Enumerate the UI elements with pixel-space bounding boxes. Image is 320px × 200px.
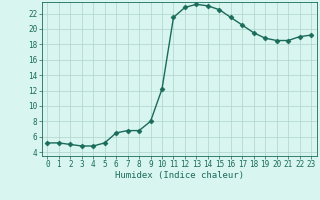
X-axis label: Humidex (Indice chaleur): Humidex (Indice chaleur) — [115, 171, 244, 180]
